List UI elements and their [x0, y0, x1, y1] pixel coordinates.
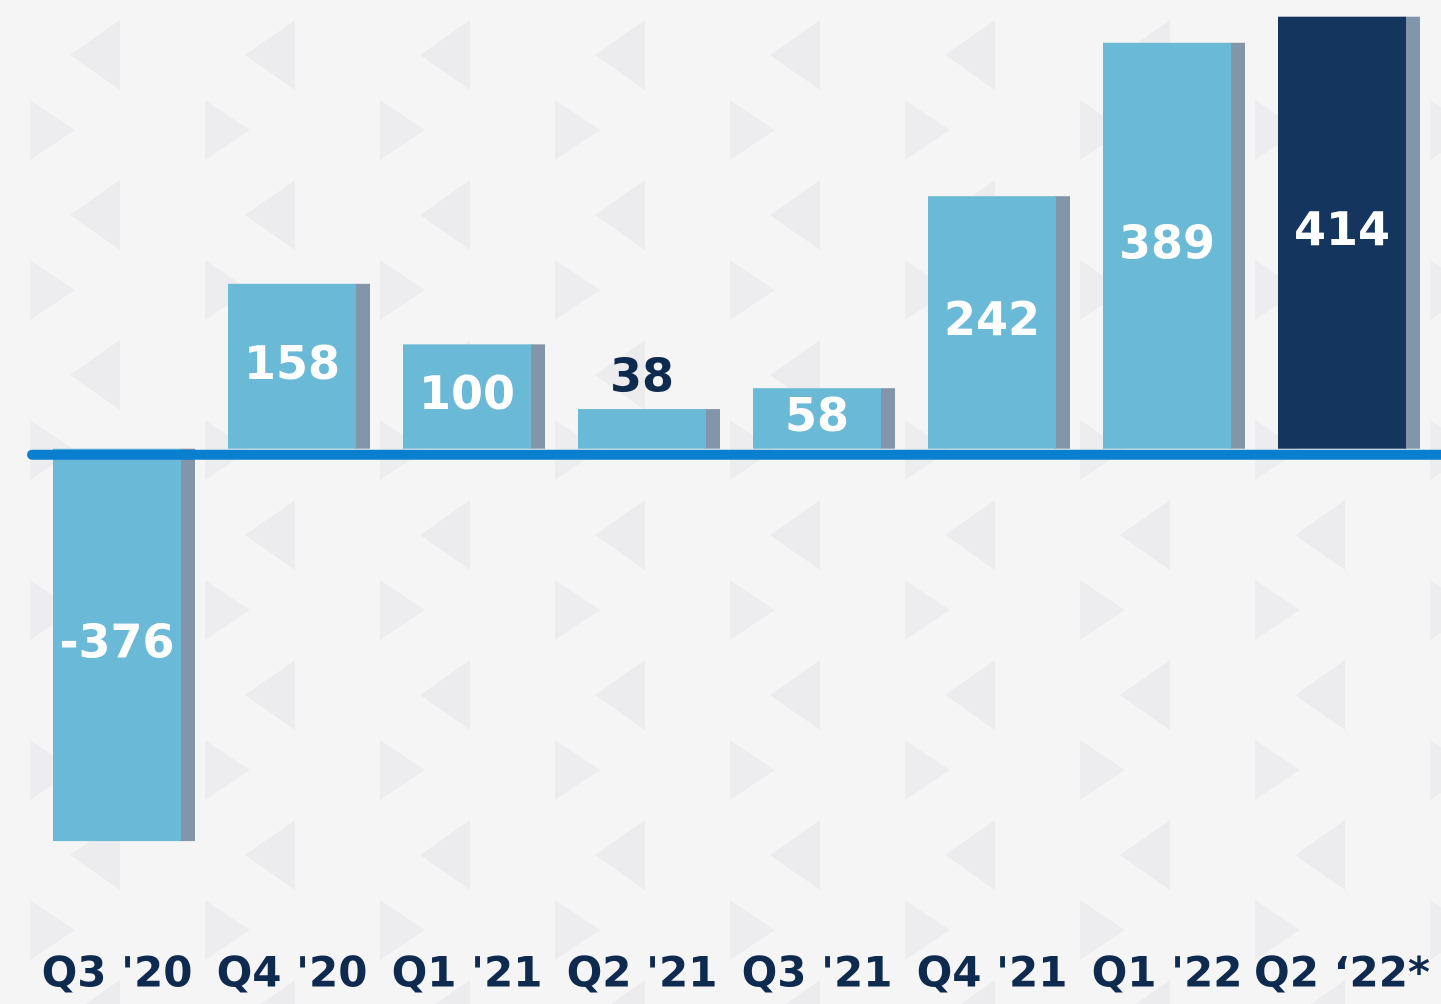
bar-shadow: [354, 283, 370, 449]
bar-shadow: [1054, 196, 1070, 449]
bar: [403, 344, 531, 449]
bar: [228, 283, 356, 449]
bar-shadow: [179, 448, 195, 842]
x-tick-label: Q3 '21: [742, 948, 893, 997]
bar: [753, 388, 881, 449]
x-tick-label: Q4 '21: [917, 948, 1068, 997]
value-label: 414: [1294, 202, 1390, 256]
x-tick-label: Q1 '22: [1092, 948, 1243, 997]
bar: [1278, 16, 1406, 449]
bar-shadow: [1404, 16, 1420, 449]
value-label: 38: [610, 349, 674, 403]
bar: [1103, 42, 1231, 449]
x-tick-label: Q2 '21: [567, 948, 718, 997]
bar: [578, 409, 706, 449]
bar: [928, 196, 1056, 449]
x-tick-label: Q3 '20: [42, 948, 193, 997]
bar-shadow: [1229, 42, 1245, 449]
value-label: 389: [1119, 215, 1215, 269]
bar-shadow: [704, 409, 720, 449]
x-tick-label: Q2 ‘22*: [1254, 948, 1430, 997]
value-label: 158: [244, 336, 340, 390]
bar-shadow: [879, 388, 895, 449]
value-label: 242: [944, 292, 1040, 346]
value-label: 58: [785, 388, 849, 442]
bar-shadow: [529, 344, 545, 449]
bar: [53, 448, 181, 842]
x-tick-label: Q1 '21: [392, 948, 543, 997]
x-tick-label: Q4 '20: [217, 948, 368, 997]
value-label: 100: [419, 366, 515, 420]
value-label: -376: [59, 614, 174, 668]
